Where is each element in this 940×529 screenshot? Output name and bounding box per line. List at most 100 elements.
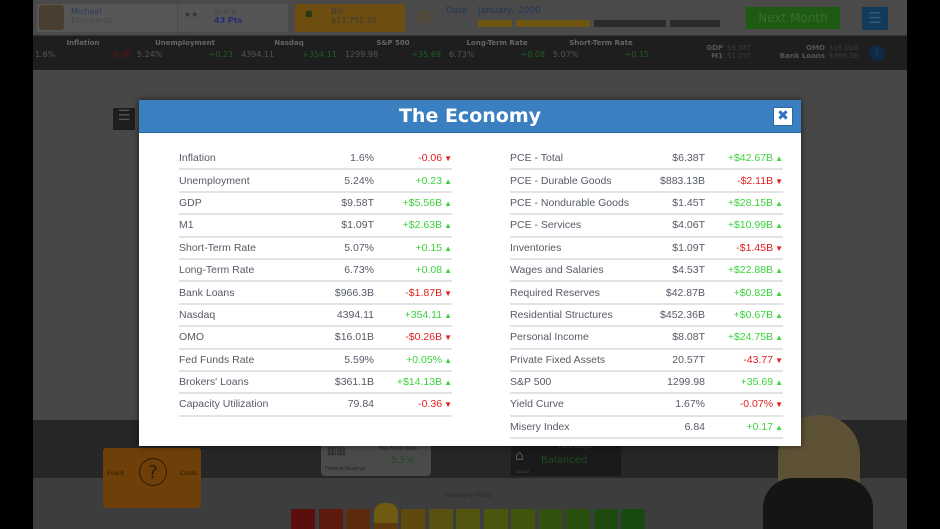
ticker-value: 1.6% [35,50,56,59]
indicator-value: $16.01B [334,331,374,344]
policy-step[interactable] [401,509,425,529]
indicator-value: 1.67% [675,398,705,411]
arrow-down-icon: ▼ [444,154,452,164]
next-month-button[interactable]: Next Month [746,7,840,29]
ticker-value: 4394.11 [241,50,275,59]
policy-slider-handle[interactable] [373,503,398,523]
indicator-label: PCE - Services [510,219,582,232]
indicator-value: $9.58T [341,196,374,209]
info-icon[interactable]: i [869,45,885,61]
arrow-up-icon: ▲ [775,288,783,298]
indicator-value: $361.1B [334,376,374,389]
ticker-item[interactable]: Unemployment 5.24% +0.23 [137,39,233,59]
policy-step[interactable] [318,509,343,529]
indicator-label: PCE - Nondurable Goods [510,196,630,209]
indicator-change: -0.06 ▼ [378,152,452,164]
indicator-value: 6.84 [684,420,705,433]
indicator-label: PCE - Total [510,152,563,165]
indicator-label: Bank Loans [179,286,235,299]
indicator-row: Residential Structures $452.36B +$0.67B ▲ [510,305,783,328]
list-icon[interactable]: ☰ [113,108,135,130]
arrow-up-icon: ▲ [775,422,783,432]
capitol-panel[interactable]: ⌂ Capitol Fiscal Budget Balanced [511,442,621,476]
arrow-up-icon: ▲ [444,378,452,388]
advisor-suit [763,478,873,529]
ticker-name: Short-Term Rate [569,39,633,47]
ticker-name: Inflation [66,39,100,47]
event-label: Event [107,470,125,477]
policy-step[interactable] [483,509,508,529]
change-text: +0.05% [406,353,443,366]
event-cards-button[interactable]: Event ? Cards [103,448,201,508]
calendar-clock-icon: ◷ [416,6,430,25]
player-name: Michael [71,7,102,16]
policy-step[interactable] [511,509,535,529]
indicator-change: +0.23 ▲ [378,175,453,187]
ticker-item[interactable]: Nasdaq 4394.11 +354.11 [241,39,337,59]
close-icon[interactable]: ✖ [773,107,793,126]
indicator-row: Fed Funds Rate 5.59% +0.05% ▲ [179,350,452,372]
ticker-item[interactable]: Inflation 1.6% -0.06 [35,39,131,59]
change-text: -0.36 [418,398,443,411]
arrow-down-icon: ▼ [444,288,452,298]
ticker-values: 5.07% +0.15 [553,50,649,59]
indicator-label: Inflation [179,152,216,165]
indicator-row: Private Fixed Assets 20.57T -43.77 ▼ [510,350,783,372]
indicator-change: -$0.26B ▼ [378,331,452,343]
arrow-up-icon: ▲ [444,355,452,365]
policy-step[interactable] [346,509,370,529]
monetary-policy-label: Monetary Policy [445,492,493,499]
arrow-up-icon: ▲ [775,378,783,388]
ticker-value: 5.24% [137,50,163,59]
policy-step[interactable] [428,509,453,529]
indicator-value: $1.09T [672,241,705,254]
change-text: +0.08 [415,264,443,277]
change-text: +$5.56B [402,196,443,209]
indicator-label: Private Fixed Assets [510,353,606,366]
indicator-value: 4394.11 [336,308,374,321]
change-text: +$0.82B [733,286,774,299]
menu-icon[interactable]: ☰ [862,7,888,30]
ticker-change: -0.06 [110,50,131,59]
indicator-value: $1.45T [672,196,705,209]
policy-step[interactable] [538,509,563,529]
fed-reserve-panel[interactable]: ▥▥ Federal Reserve Fed Funds Rate 5.5% [321,442,431,476]
indicator-row: Nasdaq 4394.11 +354.11 ▲ [179,305,452,328]
ticker-values: 1299.98 +35.69 [345,50,441,59]
policy-step[interactable] [456,509,480,529]
change-text: +0.15 [415,241,443,254]
ticker-item[interactable]: Short-Term Rate 5.07% +0.15 [553,39,649,59]
change-text: +$0.67B [733,308,774,321]
indicator-change: +35.69 ▲ [709,376,783,388]
ticker-item[interactable]: S&P 500 1299.98 +35.69 [345,39,441,59]
money-label: Bill [331,7,344,16]
top-bar: Michael Economist ★★ Score 43 Pts ■ Bill… [33,0,907,36]
ticker-change: +0.23 [208,50,233,59]
budget-label: Fiscal Budget [559,444,593,450]
ticker-value: 1299.98 [345,50,379,59]
indicator-row: Required Reserves $42.87B +$0.82B ▲ [510,282,783,305]
change-text: -$1.45B [736,241,774,254]
stars-icon: ★★ [184,10,199,19]
player-card[interactable]: Michael Economist [37,4,177,32]
indicator-label: Residential Structures [510,308,613,321]
indicator-label: Misery Index [510,420,570,433]
ticker-item[interactable]: Long-Term Rate 6.73% +0.08 [449,39,545,59]
month-progress [478,20,720,27]
indicator-row: Personal Income $8.08T +$24.75B ▲ [510,327,783,350]
money-icon: ■ [305,9,313,18]
indicator-label: Personal Income [510,331,589,344]
indicator-row: M1 $1.09T +$2.63B ▲ [179,215,452,238]
policy-step[interactable] [621,509,645,529]
ticker-change: +0.08 [520,50,545,59]
score-label: Score [214,7,237,16]
policy-step[interactable] [291,509,315,529]
indicator-change: -0.36 ▼ [378,398,452,410]
indicator-label: S&P 500 [510,376,552,389]
indicator-row: PCE - Total $6.38T +$42.67B ▲ [510,148,783,171]
indicator-change: +0.05% ▲ [378,354,452,366]
policy-step[interactable] [593,509,618,529]
budget-value: Balanced [541,455,588,466]
policy-step[interactable] [566,509,590,529]
ticker-name: Unemployment [155,39,215,47]
